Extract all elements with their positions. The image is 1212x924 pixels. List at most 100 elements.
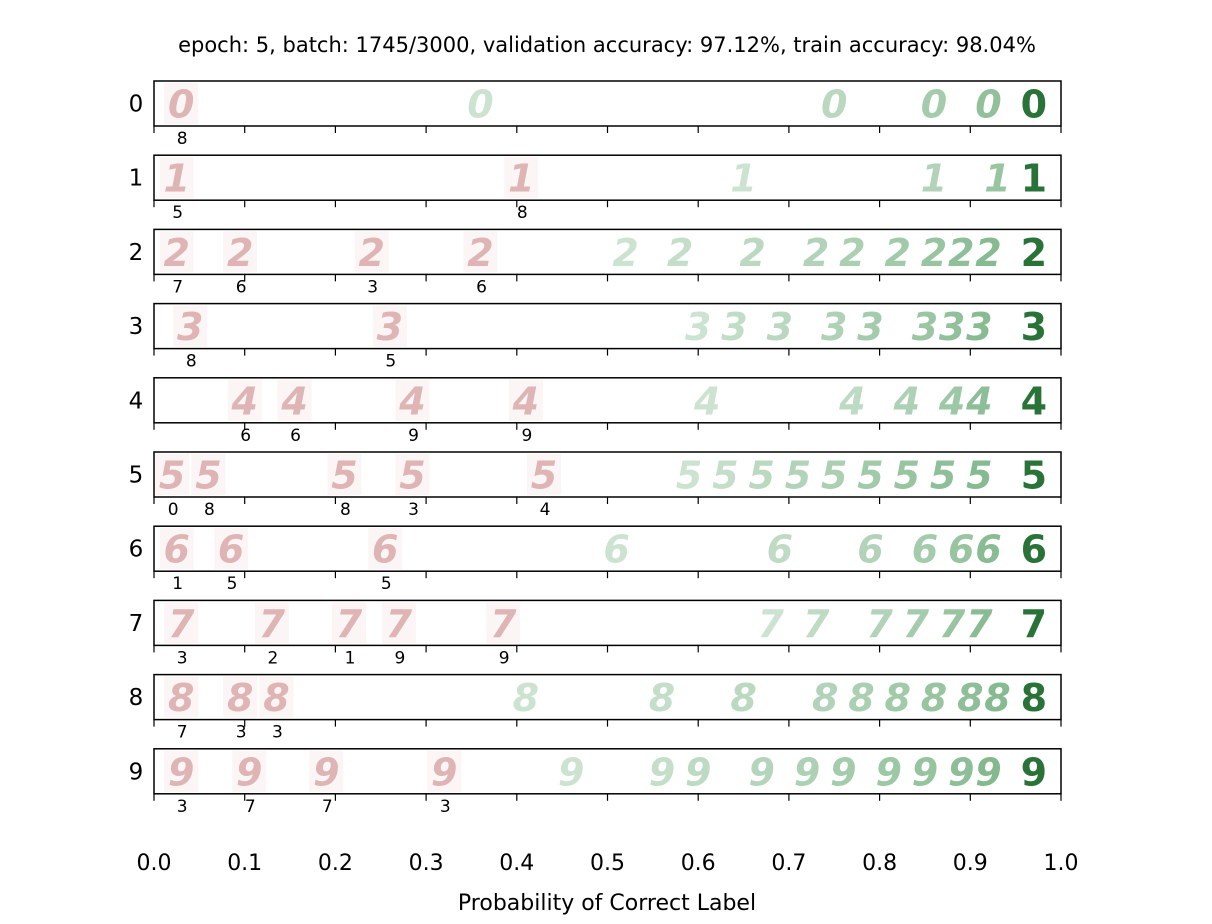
correct-sample: 9 (649, 750, 675, 794)
digit-row-0: 0 0 0 0 0 008 (129, 80, 1062, 149)
predicted-label: 3 (408, 500, 419, 520)
correct-sample: 9 (912, 750, 938, 794)
correct-sample: 5 (712, 454, 738, 498)
misclassified-bg (164, 750, 199, 792)
correct-sample: 8 (649, 676, 675, 720)
misclassified-bg (277, 379, 312, 421)
misclassified-sample: 9 (236, 750, 262, 794)
correct-sample: 8 (885, 676, 911, 720)
correct-sample: 2 (667, 231, 693, 275)
misclassified-sample: 7 (490, 602, 517, 646)
misclassified-bg (259, 676, 294, 718)
misclassified-bg (173, 305, 208, 347)
correct-sample: 0 (821, 83, 847, 127)
misclassified-sample: 7 (259, 602, 286, 646)
correct-sample: 2 (612, 231, 638, 275)
correct-sample: 6 (912, 528, 938, 572)
predicted-label: 1 (345, 648, 356, 668)
misclassified-sample: 6 (372, 528, 398, 572)
misclassified-bg (164, 83, 199, 124)
predicted-label: 2 (267, 648, 278, 668)
correct-sample: 4 (1021, 379, 1047, 423)
correct-sample: 5 (894, 454, 920, 498)
misclassified-sample: 7 (168, 602, 195, 646)
misclassified-sample: 4 (280, 379, 307, 423)
correct-sample: 0 (467, 83, 493, 127)
predicted-label: 8 (340, 500, 351, 520)
x-tick-label: 0.0 (137, 851, 172, 876)
correct-sample: 0 (1021, 83, 1047, 127)
correct-sample: 4 (965, 379, 992, 423)
predicted-label: 9 (521, 426, 532, 446)
correct-sample: 7 (803, 602, 830, 646)
misclassified-sample: 3 (177, 305, 203, 349)
predicted-label: 5 (172, 203, 183, 223)
correct-sample: 9 (875, 750, 901, 794)
row-label: 6 (129, 537, 144, 563)
row-label: 4 (129, 388, 144, 414)
correct-sample: 3 (767, 305, 793, 349)
predicted-label: 9 (408, 426, 419, 446)
misclassified-bg (159, 231, 194, 273)
x-tick-label: 0.4 (499, 851, 534, 876)
x-tick-label: 0.3 (409, 851, 444, 876)
predicted-label: 8 (186, 352, 197, 372)
correct-sample: 2 (803, 231, 829, 275)
misclassified-sample: 2 (358, 231, 384, 275)
correct-sample: 7 (966, 602, 993, 646)
predicted-label: 8 (204, 500, 215, 520)
x-tick-label: 0.6 (681, 851, 716, 876)
misclassified-bg (427, 750, 462, 792)
misclassified-sample: 9 (313, 750, 339, 794)
correct-sample: 9 (948, 750, 974, 794)
x-axis-label: Probability of Correct Label (458, 891, 756, 916)
misclassified-bg (381, 602, 416, 644)
correct-sample: 9 (975, 750, 1001, 794)
misclassified-sample: 2 (163, 231, 189, 275)
correct-sample: 7 (939, 602, 966, 646)
misclassified-bg (332, 602, 367, 644)
correct-sample: 3 (857, 305, 883, 349)
correct-sample: 8 (730, 676, 756, 720)
misclassified-bg (527, 454, 562, 495)
predicted-label: 5 (227, 574, 238, 594)
predicted-label: 6 (236, 277, 247, 297)
predicted-label: 5 (385, 352, 396, 372)
correct-sample: 4 (838, 379, 865, 423)
correct-sample: 0 (921, 83, 947, 127)
predicted-label: 6 (476, 277, 487, 297)
misclassified-bg (191, 454, 226, 495)
misclassified-bg (155, 454, 190, 495)
correct-sample: 5 (821, 454, 847, 498)
correct-sample: 9 (748, 750, 774, 794)
misclassified-bg (395, 379, 430, 421)
correct-sample: 1 (921, 157, 947, 201)
predicted-label: 7 (322, 797, 333, 817)
predicted-label: 3 (236, 723, 247, 743)
x-axis: 0.0 0.1 0.2 0.3 0.4 0.5 0.6 0.7 0.8 0.9 1.0 (137, 851, 1079, 876)
predicted-label: 7 (177, 723, 188, 743)
predicted-label: 8 (517, 203, 528, 223)
predicted-label: 9 (499, 648, 510, 668)
misclassified-bg (214, 528, 249, 570)
correct-sample: 8 (848, 676, 874, 720)
predicted-label: 8 (177, 129, 188, 149)
correct-sample: 9 (558, 750, 584, 794)
misclassified-sample: 7 (336, 602, 363, 646)
correct-sample: 6 (857, 528, 883, 572)
x-tick-label: 0.9 (953, 851, 988, 876)
misclassified-bg (254, 602, 289, 644)
correct-sample: 1 (984, 157, 1010, 201)
misclassified-bg (223, 231, 258, 273)
misclassified-sample: 8 (227, 676, 253, 720)
predicted-label: 6 (240, 426, 251, 446)
misclassified-bg (164, 676, 199, 718)
correct-sample: 6 (975, 528, 1001, 572)
row-label: 9 (129, 759, 144, 785)
